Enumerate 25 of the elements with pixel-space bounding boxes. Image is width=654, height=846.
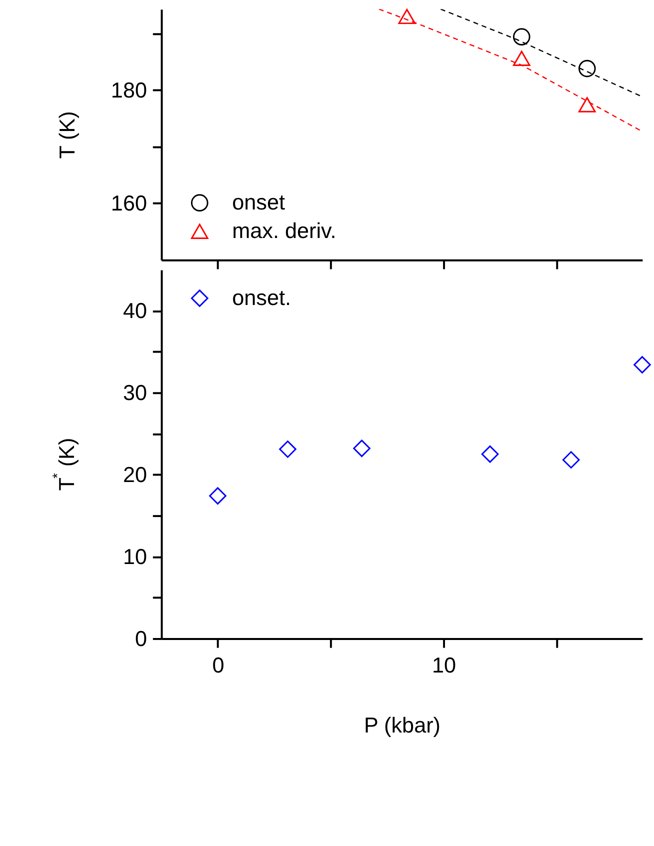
y-tick-label: 40 [122, 298, 148, 324]
point [398, 8, 416, 24]
point [578, 97, 596, 112]
point [279, 440, 296, 458]
point [481, 445, 499, 463]
y-tick-label: 180 [110, 77, 148, 102]
point [634, 356, 651, 374]
y-tick-label: 0 [134, 626, 148, 651]
line-series [378, 9, 641, 131]
point [353, 440, 370, 458]
point [562, 451, 580, 469]
point [512, 28, 530, 46]
point [209, 487, 226, 505]
y-tick-label: 30 [122, 380, 148, 406]
point [578, 60, 596, 78]
y-tick-label: 10 [122, 544, 148, 569]
point [512, 50, 530, 66]
y-tick-label: 160 [110, 190, 148, 216]
y-axis-title: T* (K) [50, 438, 79, 491]
x-axis-title: P (kbar) [364, 712, 440, 738]
y-tick-label: 20 [122, 462, 148, 487]
legend-label: onset [232, 190, 286, 215]
legend-label: max. deriv. [232, 218, 336, 244]
legend-label: onset. [232, 285, 292, 310]
y-axis-title: T (K) [54, 111, 80, 159]
